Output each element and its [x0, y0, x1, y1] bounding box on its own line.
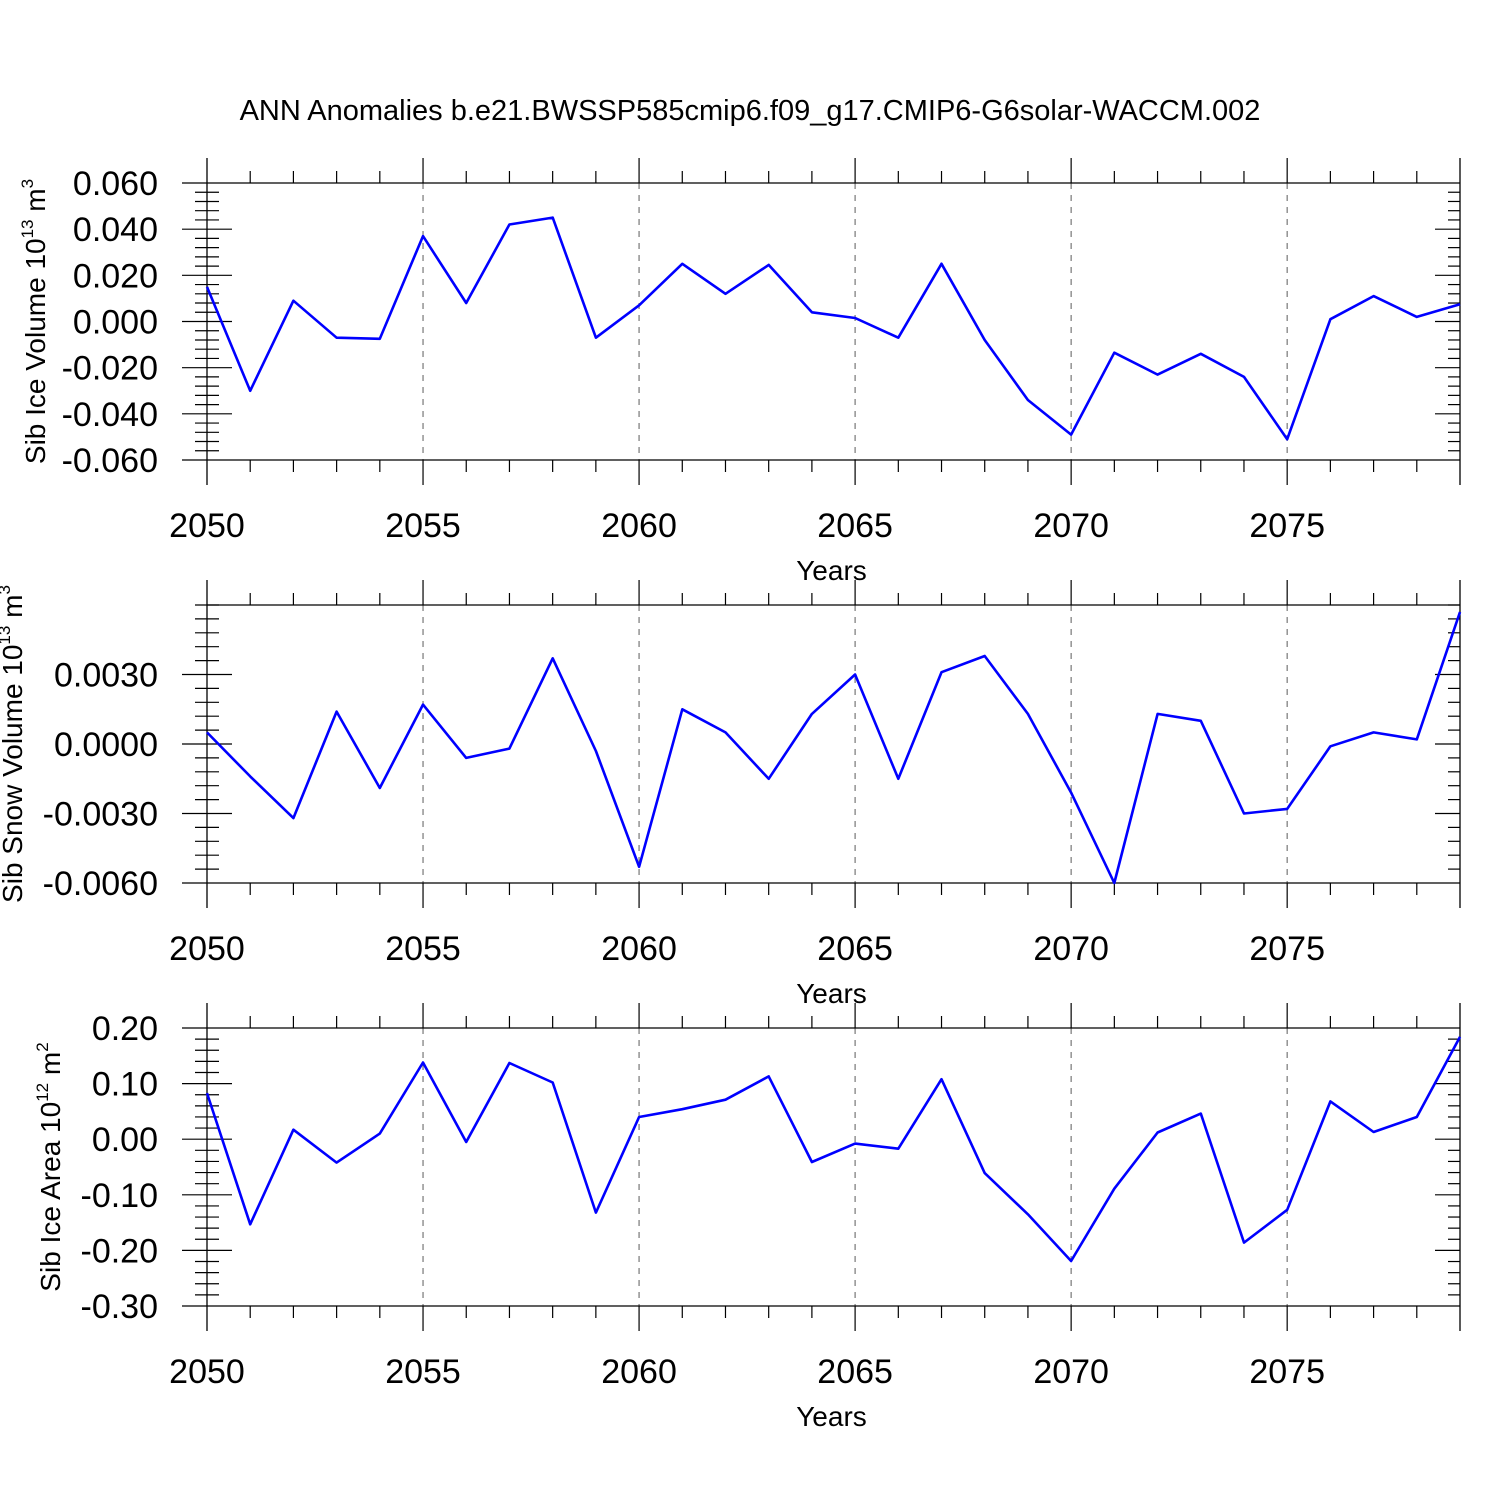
y-axis-label-exponent: 12 [33, 1083, 52, 1102]
x-tick-label: 2070 [1033, 1353, 1109, 1391]
x-axis-label: Years [796, 1401, 867, 1432]
series-line [205, 1036, 1462, 1263]
chart-title: ANN Anomalies b.e21.BWSSP585cmip6.f09_g1… [240, 95, 1261, 127]
y-tick-label: 0.000 [73, 304, 158, 342]
y-axis-label-unit-exponent: 3 [18, 179, 37, 188]
y-axis-label-exponent: 13 [18, 219, 37, 238]
x-tick-label: 2065 [817, 930, 893, 968]
y-tick-label: -0.060 [62, 442, 158, 480]
x-tick-label: 2060 [601, 1353, 677, 1391]
y-tick-label: 0.020 [73, 257, 158, 295]
x-tick-label: 2070 [1033, 930, 1109, 968]
x-axis-label: Years [796, 555, 867, 586]
y-tick-label: 0.20 [92, 1010, 158, 1048]
x-tick-label: 2065 [817, 1353, 893, 1391]
series-line [205, 216, 1461, 441]
y-tick-label: 0.040 [73, 211, 158, 249]
x-tick-label: 2050 [169, 507, 245, 545]
x-tick-label: 2075 [1249, 507, 1325, 545]
y-tick-label: 0.0000 [54, 726, 158, 764]
y-tick-label: -0.0030 [43, 796, 158, 834]
y-axis-label-text: Sib Ice Volume 10 [20, 238, 51, 464]
panels: 2050 2055 2060 2065 2070 2075 Years -0.060 -0.04… [0, 158, 1462, 1432]
panel-2: 2050 2055 2060 2065 2070 2075 Years -0.0060 -0.0… [0, 580, 1462, 1009]
y-tick-label: 0.10 [92, 1066, 158, 1104]
panel-3: 2050 2055 2060 2065 2070 2075 Years -0.30 -0.20 -… [33, 1003, 1462, 1432]
x-tick-label: 2050 [169, 930, 245, 968]
y-axis-label-text: Sib Snow Volume 10 [0, 645, 28, 903]
series-line [206, 611, 1462, 885]
x-tick-label: 2055 [385, 1353, 461, 1391]
x-tick-label: 2075 [1249, 1353, 1325, 1391]
y-axis-label-unit-exponent: 2 [33, 1042, 52, 1051]
y-tick-label: 0.060 [73, 165, 158, 203]
y-axis-label: Sib Ice Volume 1013 m3 [18, 179, 51, 464]
x-tick-label: 2055 [385, 930, 461, 968]
x-tick-label: 2060 [601, 507, 677, 545]
y-axis-label-unit: m [0, 595, 28, 626]
y-tick-label: -0.30 [81, 1288, 159, 1326]
y-axis-label: Sib Ice Area 1012 m2 [33, 1042, 66, 1291]
x-axis-label: Years [796, 978, 867, 1009]
x-tick-label: 2070 [1033, 507, 1109, 545]
y-axis-label-exponent: 13 [0, 626, 14, 645]
x-tick-label: 2055 [385, 507, 461, 545]
x-tick-label: 2050 [169, 1353, 245, 1391]
y-axis-label: Sib Snow Volume 1013 m3 [0, 585, 28, 903]
x-tick-label: 2060 [601, 930, 677, 968]
y-tick-label: 0.00 [92, 1121, 158, 1159]
x-tick-label: 2075 [1249, 930, 1325, 968]
y-axis-label-unit-exponent: 3 [0, 585, 14, 594]
y-tick-label: -0.0060 [43, 865, 158, 903]
y-axis-label-unit: m [35, 1052, 66, 1083]
y-axis-label-unit: m [20, 188, 51, 219]
panel-1: 2050 2055 2060 2065 2070 2075 Years -0.060 -0.04… [18, 158, 1461, 586]
x-tick-label: 2065 [817, 507, 893, 545]
y-tick-label: -0.040 [62, 396, 158, 434]
y-tick-label: 0.0030 [54, 657, 158, 695]
y-tick-label: -0.20 [81, 1232, 159, 1270]
y-tick-label: -0.020 [62, 350, 158, 388]
y-tick-label: -0.10 [81, 1177, 159, 1215]
y-axis-label-text: Sib Ice Area 10 [35, 1102, 66, 1292]
